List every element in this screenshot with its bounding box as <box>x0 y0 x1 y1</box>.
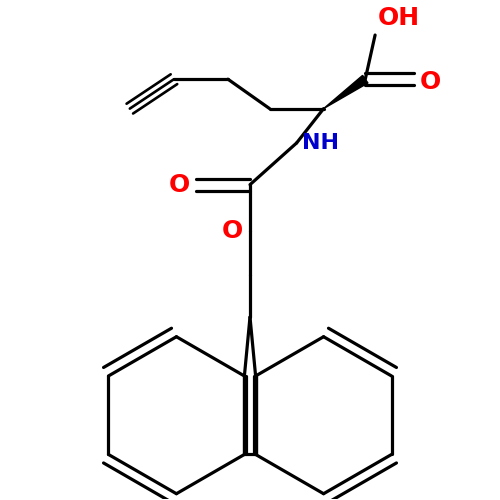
Polygon shape <box>324 76 368 108</box>
Text: NH: NH <box>302 133 340 153</box>
Text: O: O <box>222 220 242 244</box>
Text: O: O <box>169 172 190 197</box>
Text: O: O <box>420 70 442 94</box>
Text: OH: OH <box>378 6 420 30</box>
